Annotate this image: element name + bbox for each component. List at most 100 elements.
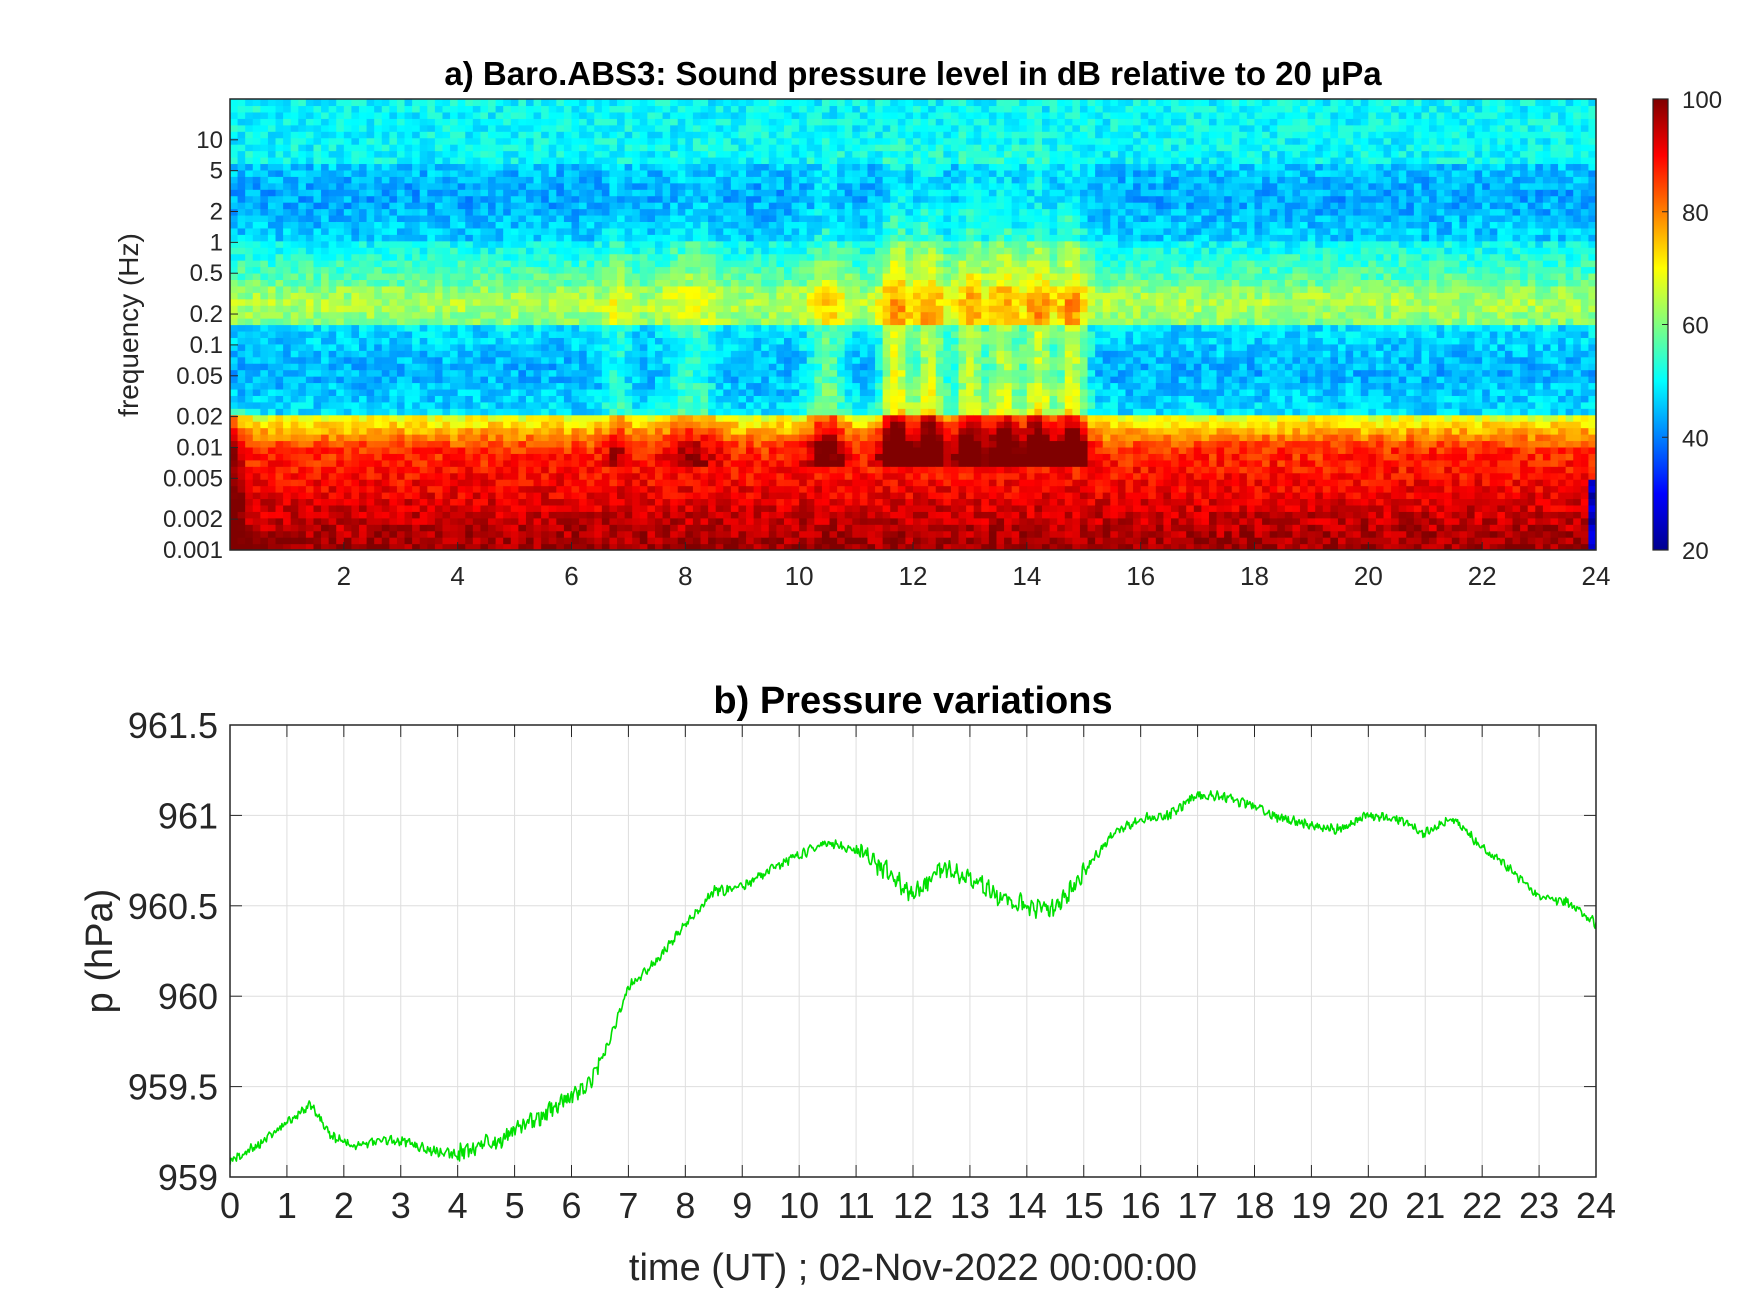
heatmap-cell — [586, 298, 595, 306]
heatmap-cell — [267, 156, 277, 165]
heatmap-cell — [518, 498, 527, 506]
heatmap-cell — [321, 214, 330, 223]
heatmap-cell — [298, 253, 307, 261]
heatmap-cell — [654, 227, 664, 235]
heatmap-cell — [465, 537, 474, 545]
heatmap-cell — [708, 459, 717, 467]
heatmap-cell — [533, 137, 542, 145]
heatmap-cell — [260, 343, 269, 351]
heatmap-cell — [434, 189, 444, 197]
heatmap-cell — [267, 202, 277, 210]
heatmap-cell — [685, 214, 694, 223]
heatmap-cell — [715, 292, 724, 300]
heatmap-cell — [480, 234, 489, 242]
heatmap-cell — [328, 111, 337, 119]
heatmap-cell — [419, 427, 428, 435]
heatmap-cell — [275, 176, 284, 184]
heatmap-cell — [518, 537, 527, 545]
heatmap-cell — [275, 298, 284, 306]
heatmap-cell — [662, 382, 671, 390]
heatmap-cell — [723, 343, 732, 351]
heatmap-cell — [450, 537, 459, 545]
heatmap-cell — [427, 517, 436, 525]
heatmap-cell — [465, 292, 474, 300]
heatmap-cell — [245, 111, 254, 119]
heatmap-cell — [252, 169, 261, 177]
heatmap-cell — [457, 234, 466, 242]
heatmap-cell — [488, 279, 497, 287]
heatmap-cell — [510, 189, 519, 197]
heatmap-cell — [404, 369, 413, 377]
heatmap-cell — [700, 382, 709, 390]
heatmap-cell — [237, 202, 246, 210]
heatmap-cell — [290, 195, 299, 203]
heatmap-cell — [465, 504, 474, 512]
heatmap-cell — [563, 292, 573, 300]
heatmap-cell — [290, 440, 299, 448]
heatmap-cell — [639, 195, 648, 203]
heatmap-cell — [321, 137, 330, 145]
heatmap-cell — [480, 214, 489, 223]
heatmap-cell — [525, 131, 535, 139]
heatmap-cell — [450, 466, 459, 474]
heatmap-cell — [412, 369, 421, 377]
heatmap-cell — [685, 305, 694, 313]
heatmap-cell — [472, 537, 482, 545]
heatmap-cell — [738, 318, 747, 326]
heatmap-cell — [442, 298, 451, 306]
heatmap-cell — [396, 421, 406, 429]
heatmap-cell — [586, 414, 595, 422]
heatmap-cell — [556, 144, 565, 152]
heatmap-cell — [275, 124, 284, 132]
heatmap-cell — [738, 356, 747, 364]
heatmap-cell — [670, 260, 679, 268]
heatmap-cell — [723, 524, 732, 532]
heatmap-cell — [465, 388, 474, 396]
heatmap-cell — [290, 498, 299, 506]
heatmap-cell — [389, 492, 398, 500]
heatmap-cell — [730, 227, 740, 235]
heatmap-cell — [579, 234, 588, 242]
heatmap-cell — [715, 253, 724, 261]
heatmap-cell — [495, 492, 504, 500]
heatmap-cell — [609, 343, 618, 351]
heatmap-cell — [510, 137, 519, 145]
heatmap-cell — [533, 427, 542, 435]
heatmap-cell — [617, 137, 626, 145]
heatmap-cell — [768, 537, 777, 545]
heatmap-cell — [495, 266, 504, 274]
heatmap-cell — [381, 421, 390, 429]
heatmap-cell — [670, 492, 679, 500]
heatmap-cell — [488, 472, 497, 480]
heatmap-cell — [525, 118, 535, 126]
heatmap-cell — [518, 440, 527, 448]
heatmap-cell — [290, 124, 299, 132]
heatmap-cell — [639, 227, 648, 235]
heatmap-cell — [503, 182, 512, 190]
heatmap-cell — [336, 195, 345, 203]
heatmap-cell — [313, 144, 322, 152]
heatmap-cell — [723, 414, 732, 422]
heatmap-cell — [662, 524, 671, 532]
heatmap-cell — [525, 156, 535, 165]
heatmap-cell — [321, 408, 330, 416]
heatmap-cell — [753, 382, 762, 390]
heatmap-cell — [548, 382, 557, 390]
heatmap-cell — [230, 472, 239, 480]
heatmap-cell — [746, 343, 755, 351]
heatmap-cell — [563, 182, 573, 190]
heatmap-cell — [541, 150, 550, 158]
heatmap-cell — [283, 318, 292, 326]
heatmap-cell — [381, 131, 390, 139]
heatmap-cell — [601, 350, 611, 358]
heatmap-cell — [556, 330, 565, 338]
heatmap-cell — [488, 517, 497, 525]
heatmap-cell — [396, 182, 406, 190]
heatmap-cell — [571, 137, 580, 145]
heatmap-cell — [336, 376, 345, 384]
heatmap-cell — [495, 434, 504, 442]
heatmap-cell — [746, 118, 755, 126]
spectrogram-heatmap — [230, 99, 1596, 550]
heatmap-cell — [654, 376, 664, 384]
heatmap-cell — [298, 363, 307, 371]
